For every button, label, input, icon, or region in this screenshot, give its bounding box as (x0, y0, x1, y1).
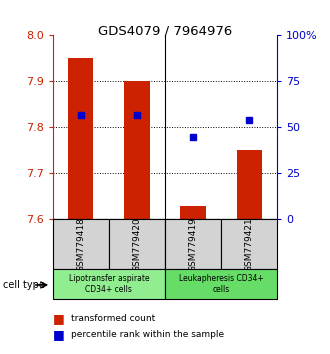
Text: GDS4079 / 7964976: GDS4079 / 7964976 (98, 25, 232, 38)
Bar (124, 81, 149, 219)
Bar (221, 219, 277, 269)
Bar (165, 269, 277, 299)
Text: percentile rank within the sample: percentile rank within the sample (71, 330, 224, 339)
Text: Lipotransfer aspirate
CD34+ cells: Lipotransfer aspirate CD34+ cells (69, 274, 149, 294)
Bar (53, 219, 109, 269)
Bar (109, 219, 165, 269)
Bar (68, 58, 93, 219)
Text: ■: ■ (53, 312, 65, 325)
Text: GSM779420: GSM779420 (132, 217, 142, 272)
Text: GSM779418: GSM779418 (76, 217, 85, 272)
Text: Leukapheresis CD34+
cells: Leukapheresis CD34+ cells (179, 274, 263, 294)
Bar (237, 150, 262, 219)
Bar (181, 206, 206, 219)
Text: ■: ■ (53, 328, 65, 341)
Text: cell type: cell type (3, 280, 45, 290)
Bar (53, 269, 165, 299)
Text: GSM779421: GSM779421 (245, 217, 254, 272)
Bar (165, 219, 221, 269)
Text: GSM779419: GSM779419 (188, 217, 198, 272)
Text: transformed count: transformed count (71, 314, 155, 323)
